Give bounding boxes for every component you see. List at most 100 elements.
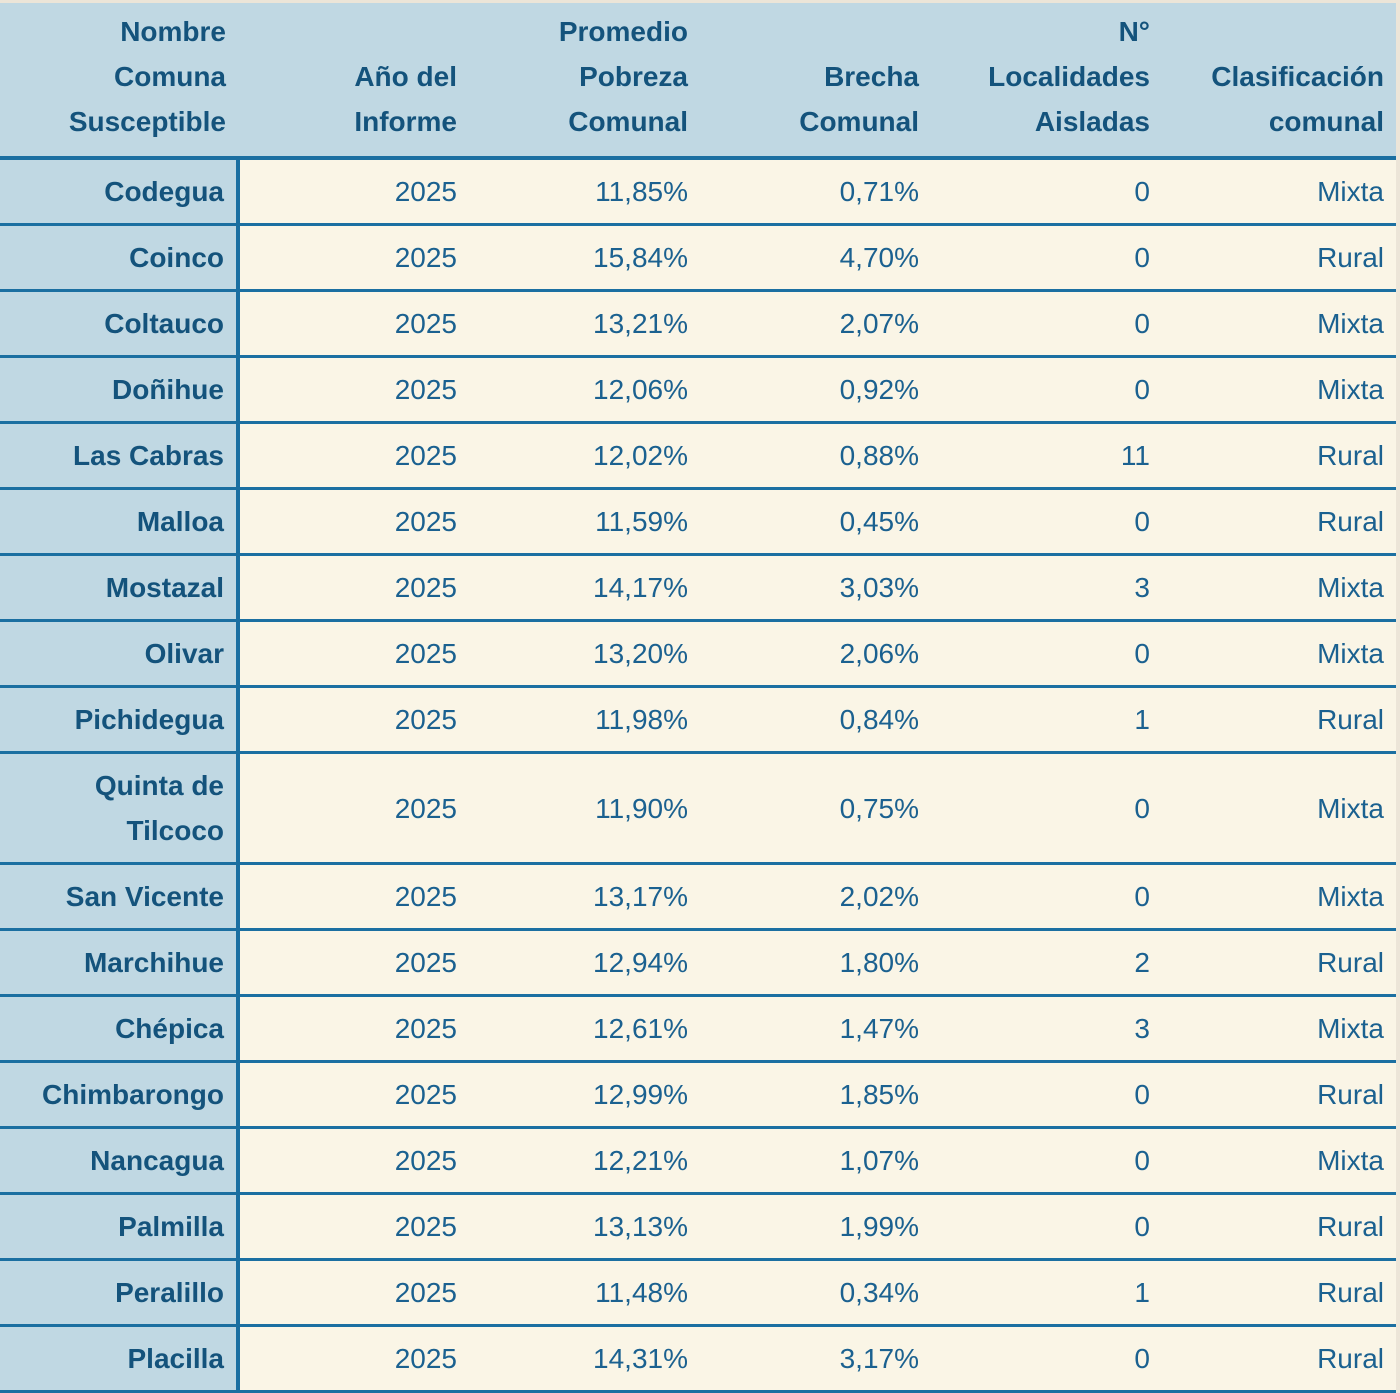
cell-brecha-comunal: 1,07% — [700, 1127, 931, 1195]
table-row: Coltauco 2025 13,21% 2,07% 0 Mixta — [0, 290, 1396, 358]
table-row: Coinco 2025 15,84% 4,70% 0 Rural — [0, 224, 1396, 292]
comunas-table: Nombre Comuna Susceptible Año del Inform… — [0, 3, 1396, 1393]
cell-comuna: Malloa — [0, 488, 240, 556]
cell-anio-informe: 2025 — [238, 752, 469, 865]
cell-promedio-pobreza: 14,31% — [469, 1325, 700, 1393]
cell-clasificacion: Mixta — [1162, 1127, 1396, 1195]
cell-anio-informe: 2025 — [238, 422, 469, 490]
cell-promedio-pobreza: 11,59% — [469, 488, 700, 556]
table-row: Codegua 2025 11,85% 0,71% 0 Mixta — [0, 158, 1396, 226]
cell-clasificacion: Rural — [1162, 1061, 1396, 1129]
cell-comuna: Codegua — [0, 158, 240, 226]
cell-anio-informe: 2025 — [238, 356, 469, 424]
cell-comuna: Pichidegua — [0, 686, 240, 754]
cell-brecha-comunal: 0,88% — [700, 422, 931, 490]
cell-promedio-pobreza: 11,90% — [469, 752, 700, 865]
cell-brecha-comunal: 1,80% — [700, 929, 931, 997]
cell-localidades-aisladas: 0 — [931, 158, 1162, 226]
cell-clasificacion: Rural — [1162, 929, 1396, 997]
cell-brecha-comunal: 0,34% — [700, 1259, 931, 1327]
cell-comuna: Las Cabras — [0, 422, 240, 490]
cell-clasificacion: Rural — [1162, 686, 1396, 754]
col-header-localidades-aisladas: N° Localidades Aisladas — [931, 3, 1162, 160]
cell-anio-informe: 2025 — [238, 1325, 469, 1393]
table-row: Palmilla 2025 13,13% 1,99% 0 Rural — [0, 1193, 1396, 1261]
cell-comuna: Peralillo — [0, 1259, 240, 1327]
cell-comuna: Olivar — [0, 620, 240, 688]
cell-anio-informe: 2025 — [238, 554, 469, 622]
cell-localidades-aisladas: 1 — [931, 686, 1162, 754]
cell-promedio-pobreza: 13,13% — [469, 1193, 700, 1261]
cell-clasificacion: Mixta — [1162, 620, 1396, 688]
cell-localidades-aisladas: 2 — [931, 929, 1162, 997]
cell-anio-informe: 2025 — [238, 995, 469, 1063]
cell-localidades-aisladas: 0 — [931, 1127, 1162, 1195]
cell-brecha-comunal: 3,17% — [700, 1325, 931, 1393]
cell-brecha-comunal: 2,06% — [700, 620, 931, 688]
cell-clasificacion: Mixta — [1162, 863, 1396, 931]
cell-localidades-aisladas: 11 — [931, 422, 1162, 490]
cell-brecha-comunal: 1,99% — [700, 1193, 931, 1261]
cell-brecha-comunal: 0,92% — [700, 356, 931, 424]
cell-promedio-pobreza: 13,21% — [469, 290, 700, 358]
cell-comuna: Chimbarongo — [0, 1061, 240, 1129]
cell-brecha-comunal: 1,85% — [700, 1061, 931, 1129]
cell-clasificacion: Rural — [1162, 422, 1396, 490]
cell-promedio-pobreza: 13,20% — [469, 620, 700, 688]
col-header-clasificacion-comunal: Clasificación comunal — [1162, 3, 1396, 160]
cell-promedio-pobreza: 11,48% — [469, 1259, 700, 1327]
cell-promedio-pobreza: 11,85% — [469, 158, 700, 226]
cell-anio-informe: 2025 — [238, 929, 469, 997]
cell-localidades-aisladas: 0 — [931, 1061, 1162, 1129]
cell-promedio-pobreza: 12,06% — [469, 356, 700, 424]
header-row: Nombre Comuna Susceptible Año del Inform… — [0, 3, 1396, 160]
table-row: Doñihue 2025 12,06% 0,92% 0 Mixta — [0, 356, 1396, 424]
cell-anio-informe: 2025 — [238, 686, 469, 754]
cell-promedio-pobreza: 12,99% — [469, 1061, 700, 1129]
cell-anio-informe: 2025 — [238, 863, 469, 931]
cell-promedio-pobreza: 12,02% — [469, 422, 700, 490]
cell-clasificacion: Rural — [1162, 1325, 1396, 1393]
cell-anio-informe: 2025 — [238, 1061, 469, 1129]
col-header-nombre-comuna: Nombre Comuna Susceptible — [0, 3, 238, 160]
cell-localidades-aisladas: 0 — [931, 290, 1162, 358]
table-row: Chépica 2025 12,61% 1,47% 3 Mixta — [0, 995, 1396, 1063]
cell-localidades-aisladas: 0 — [931, 863, 1162, 931]
col-header-brecha-comunal: Brecha Comunal — [700, 3, 931, 160]
cell-localidades-aisladas: 0 — [931, 356, 1162, 424]
cell-anio-informe: 2025 — [238, 1127, 469, 1195]
cell-clasificacion: Rural — [1162, 488, 1396, 556]
cell-brecha-comunal: 4,70% — [700, 224, 931, 292]
cell-promedio-pobreza: 12,21% — [469, 1127, 700, 1195]
cell-comuna: San Vicente — [0, 863, 240, 931]
cell-localidades-aisladas: 3 — [931, 554, 1162, 622]
cell-brecha-comunal: 0,84% — [700, 686, 931, 754]
table-row: Chimbarongo 2025 12,99% 1,85% 0 Rural — [0, 1061, 1396, 1129]
cell-promedio-pobreza: 12,61% — [469, 995, 700, 1063]
cell-localidades-aisladas: 0 — [931, 224, 1162, 292]
col-header-promedio-pobreza: Promedio Pobreza Comunal — [469, 3, 700, 160]
cell-brecha-comunal: 1,47% — [700, 995, 931, 1063]
cell-clasificacion: Mixta — [1162, 356, 1396, 424]
cell-clasificacion: Mixta — [1162, 752, 1396, 865]
cell-promedio-pobreza: 14,17% — [469, 554, 700, 622]
cell-comuna: Mostazal — [0, 554, 240, 622]
cell-clasificacion: Rural — [1162, 1259, 1396, 1327]
cell-anio-informe: 2025 — [238, 290, 469, 358]
cell-promedio-pobreza: 15,84% — [469, 224, 700, 292]
cell-anio-informe: 2025 — [238, 1259, 469, 1327]
table-row: Mostazal 2025 14,17% 3,03% 3 Mixta — [0, 554, 1396, 622]
cell-localidades-aisladas: 0 — [931, 1193, 1162, 1261]
col-header-anio-informe: Año del Informe — [238, 3, 469, 160]
cell-comuna: Nancagua — [0, 1127, 240, 1195]
cell-clasificacion: Mixta — [1162, 554, 1396, 622]
cell-brecha-comunal: 3,03% — [700, 554, 931, 622]
cell-comuna: Quinta de Tilcoco — [0, 752, 240, 865]
cell-comuna: Coinco — [0, 224, 240, 292]
cell-comuna: Palmilla — [0, 1193, 240, 1261]
cell-brecha-comunal: 0,71% — [700, 158, 931, 226]
cell-promedio-pobreza: 12,94% — [469, 929, 700, 997]
cell-clasificacion: Mixta — [1162, 995, 1396, 1063]
table-row: San Vicente 2025 13,17% 2,02% 0 Mixta — [0, 863, 1396, 931]
table-row: Malloa 2025 11,59% 0,45% 0 Rural — [0, 488, 1396, 556]
